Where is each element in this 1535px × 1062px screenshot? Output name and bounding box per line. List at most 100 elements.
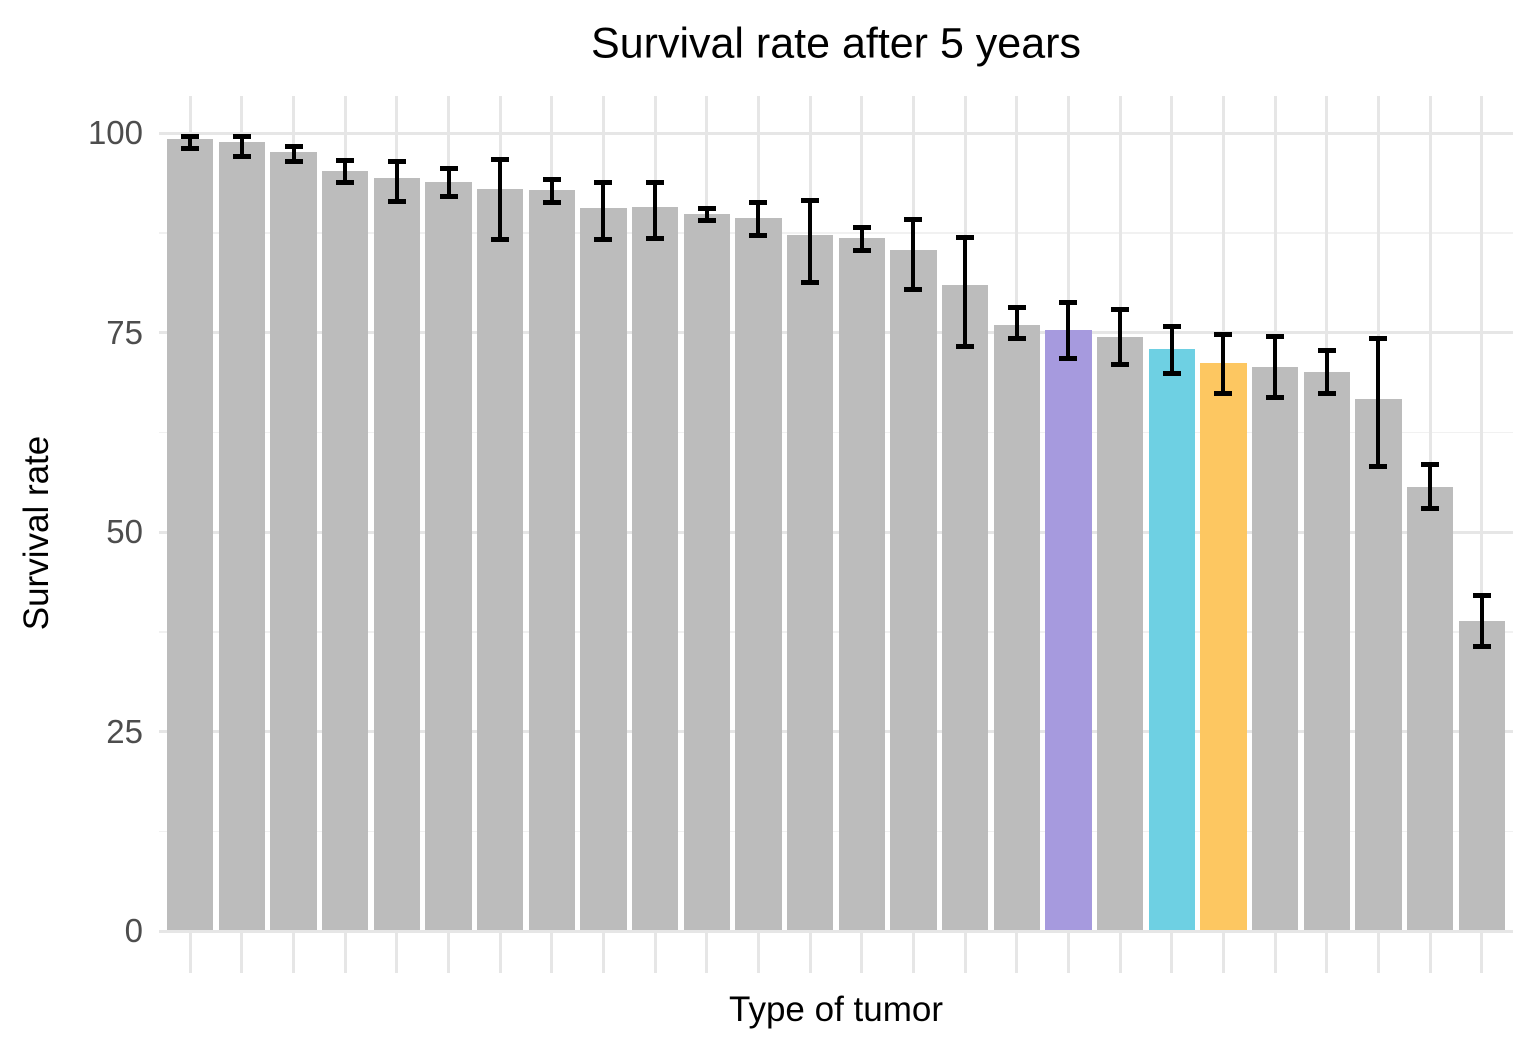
error-bar-line: [963, 237, 968, 347]
error-bar-line: [704, 208, 709, 221]
error-bar-cap: [1266, 395, 1285, 401]
error-bar-cap: [646, 179, 665, 185]
y-tick-label: 100: [87, 114, 143, 151]
error-bar-cap: [749, 199, 768, 205]
error-bar-line: [394, 161, 399, 202]
error-bar-cap: [181, 134, 200, 140]
bar-gray: [631, 207, 679, 931]
error-bar-cap: [1059, 356, 1078, 362]
error-bar-cap: [181, 145, 200, 151]
error-bar-cap: [1111, 361, 1130, 367]
error-bar-cap: [336, 158, 355, 164]
error-bar-line: [446, 168, 451, 197]
error-bar-cap: [491, 156, 510, 162]
x-axis-baseline: [159, 930, 1513, 933]
bar-gray: [373, 178, 421, 931]
minor-gridline-y: [159, 431, 1513, 433]
error-bar-cap: [852, 247, 871, 253]
error-bar-cap: [1214, 332, 1233, 338]
minor-gridline-y: [159, 232, 1513, 234]
error-bar-cap: [646, 235, 665, 241]
bar-gray: [1251, 366, 1299, 931]
error-bar-cap: [1007, 305, 1026, 311]
y-tick-label: 0: [124, 912, 143, 949]
error-bar-line: [1118, 309, 1123, 365]
error-bar-line: [1014, 307, 1019, 339]
major-gridline-y: [159, 530, 1513, 534]
bar-purple: [1045, 330, 1092, 931]
error-bar-cap: [1369, 336, 1388, 342]
bar-gray: [1303, 372, 1350, 931]
bar-gray: [941, 284, 989, 931]
error-bar-line: [188, 136, 193, 149]
bar-gray: [683, 214, 730, 931]
error-bar-line: [343, 160, 348, 183]
error-bar-line: [498, 159, 503, 240]
y-tick-label: 25: [106, 712, 143, 750]
error-bar-line: [1169, 326, 1174, 374]
error-bar-cap: [1317, 390, 1336, 396]
error-bar-cap: [336, 179, 355, 185]
error-bar-line: [653, 182, 658, 239]
error-bar-cap: [387, 159, 406, 165]
bar-gray: [1355, 398, 1402, 931]
error-bar-cap: [387, 199, 406, 205]
error-bar-cap: [1472, 644, 1491, 650]
bar-gray: [838, 238, 885, 931]
error-bar-line: [911, 219, 916, 290]
error-bar-line: [239, 136, 244, 157]
error-bar-line: [1324, 350, 1329, 394]
error-bar-cap: [1111, 306, 1130, 312]
error-bar-cap: [1266, 333, 1285, 339]
bar-gray: [1458, 621, 1505, 931]
chart-title: Survival rate after 5 years: [591, 19, 1081, 68]
error-bar-line: [1221, 334, 1226, 394]
error-bar-cap: [439, 166, 458, 172]
error-bar-cap: [594, 236, 613, 242]
error-bar-cap: [749, 232, 768, 238]
error-bar-line: [1479, 595, 1484, 647]
error-bar-cap: [1472, 592, 1491, 598]
bar-gray: [270, 152, 317, 931]
bar-gray: [890, 250, 937, 931]
error-bar-cap: [1162, 324, 1181, 330]
major-gridline-y: [159, 331, 1513, 334]
major-gridline-y: [159, 730, 1513, 733]
error-bar-cap: [697, 218, 716, 224]
error-bar-line: [859, 227, 864, 251]
error-bar-cap: [439, 194, 458, 200]
error-bar-cap: [956, 343, 975, 349]
error-bar-cap: [542, 176, 561, 182]
bar-gray: [425, 181, 472, 931]
bar-orange: [1200, 362, 1247, 931]
error-bar-line: [808, 200, 813, 283]
bar-gray: [1096, 337, 1144, 931]
bar-gray: [786, 235, 834, 931]
error-bar-cap: [542, 199, 561, 205]
y-tick-label: 75: [106, 313, 143, 351]
error-bar-cap: [852, 224, 871, 230]
bar-gray: [321, 171, 369, 931]
error-bar-cap: [1007, 335, 1026, 341]
bar-cyan: [1148, 349, 1195, 931]
minor-gridline-y: [159, 631, 1513, 633]
error-bar-cap: [1162, 370, 1181, 376]
y-tick-label: 50: [106, 513, 143, 550]
error-bar-cap: [232, 154, 251, 160]
bar-gray: [580, 208, 627, 931]
bar-gray: [1406, 487, 1454, 931]
error-bar-cap: [1317, 347, 1336, 353]
bar-gray: [735, 218, 782, 931]
bar-gray: [993, 324, 1040, 931]
bar-gray: [218, 141, 266, 931]
error-bar-line: [549, 179, 554, 203]
error-bar-cap: [904, 216, 923, 222]
error-bar-line: [291, 146, 296, 162]
error-bar-line: [1428, 464, 1433, 509]
error-bar-cap: [1369, 464, 1388, 470]
x-axis-title: Type of tumor: [729, 990, 943, 1029]
minor-gridline-y: [159, 830, 1513, 832]
error-bar-line: [756, 202, 761, 236]
error-bar-cap: [1214, 391, 1233, 397]
